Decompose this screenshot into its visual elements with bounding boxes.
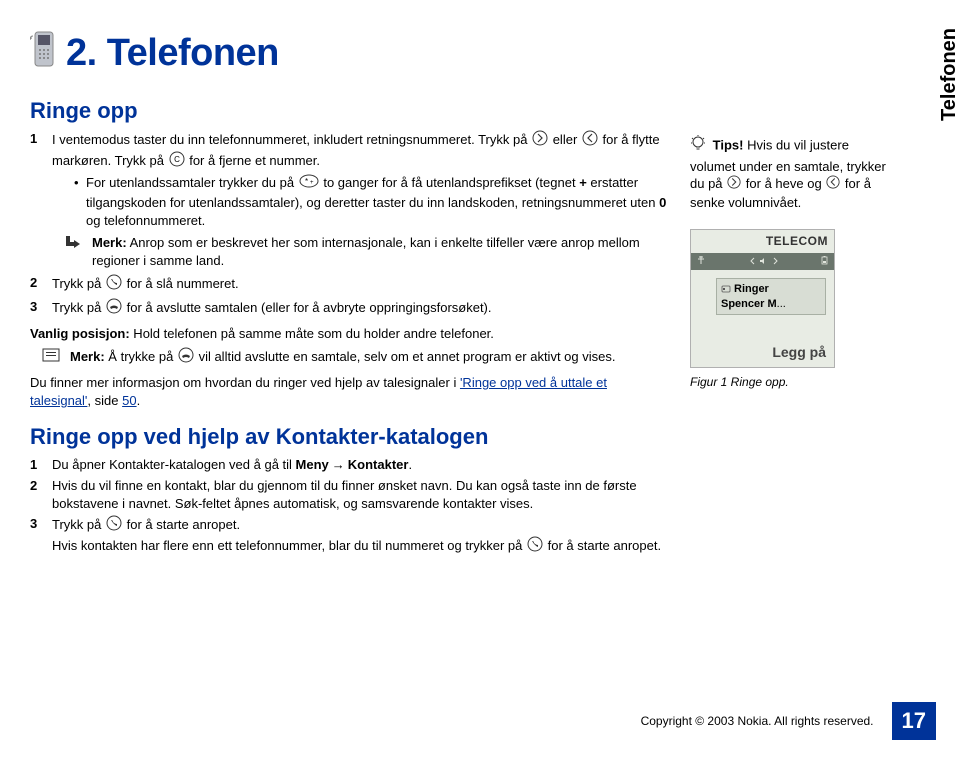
bullet-intl-f: og telefonnummeret. <box>86 213 205 228</box>
more-info-c: . <box>137 393 141 408</box>
main-column: 2. Telefonen Ringe opp I ventemodus tast… <box>30 30 670 559</box>
more-info-a: Du finner mer informasjon om hvordan du … <box>30 375 460 390</box>
step-2-a: Trykk på <box>52 276 105 291</box>
tips-b: for å heve og <box>746 176 826 191</box>
arrow-sep: → <box>332 457 345 472</box>
note-merk-2: Merk: Å trykke på vil alltid avslutte en… <box>30 347 670 368</box>
merk1-label: Merk: <box>92 235 127 250</box>
phone-softkeys: Legg på <box>691 340 834 367</box>
side-column: Tips! Hvis du vil justere volumet under … <box>690 30 890 390</box>
nav-mini-right-icon <box>771 257 779 265</box>
bullet-intl-a: For utenlandssamtaler trykker du på <box>86 175 298 190</box>
contact-card: Ringer Spencer M... <box>716 278 826 316</box>
step-3: Trykk på for å avslutte samtalen (eller … <box>30 298 670 319</box>
vanlig-label: Vanlig posisjon: <box>30 326 130 341</box>
k-step-3-a: Trykk på <box>52 517 105 532</box>
note-arrow-icon <box>64 234 84 255</box>
menu-kontakter: Kontakter <box>348 457 409 472</box>
end-key-icon <box>106 298 122 319</box>
call-key-icon <box>106 274 122 295</box>
side-section-label: Telefonen <box>938 28 960 121</box>
link-page-50[interactable]: 50 <box>122 393 136 408</box>
nav-right-icon <box>532 130 548 151</box>
nav-left-icon <box>582 130 598 151</box>
merk2-a: Å trykke på <box>105 349 177 364</box>
note-box-icon <box>42 347 62 368</box>
merk2-label: Merk: <box>70 349 105 364</box>
svg-text:C: C <box>174 155 180 164</box>
contact-label: Ringer <box>734 282 769 297</box>
page-title-text: 2. Telefonen <box>66 32 279 74</box>
call-key-icon <box>527 536 543 557</box>
lightbulb-icon <box>690 135 706 158</box>
phone-operator: TELECOM <box>766 233 828 249</box>
contact-ellipsis: ... <box>777 298 786 310</box>
copyright-text: Copyright © 2003 Nokia. All rights reser… <box>641 714 874 728</box>
k-step-1-b: . <box>408 457 412 472</box>
svg-text:*: * <box>305 177 308 186</box>
heading-kontakter: Ringe opp ved hjelp av Kontakter-katalog… <box>30 424 670 450</box>
bullet-intl-zero: 0 <box>659 195 666 210</box>
step-3-a: Trykk på <box>52 300 105 315</box>
phone-mid: Ringer Spencer M... <box>691 270 834 340</box>
k-step-3-c: Hvis kontakten har flere enn ett telefon… <box>52 538 526 553</box>
card-icon <box>721 284 731 294</box>
heading-ringe-opp: Ringe opp <box>30 98 670 124</box>
ringe-opp-body: I ventemodus taster du inn telefonnummer… <box>30 130 670 410</box>
battery-icon <box>821 255 829 268</box>
merk1-text: Anrop som er beskrevet her som internasj… <box>92 235 640 268</box>
more-info: Du finner mer informasjon om hvordan du … <box>30 374 670 410</box>
softkey-right: Legg på <box>772 344 826 360</box>
tips-label: Tips! <box>713 138 744 153</box>
bullet-intl: For utenlandssamtaler trykker du på *+ t… <box>74 174 670 230</box>
merk2-b: vil alltid avslutte en samtale, selv om … <box>199 349 616 364</box>
bullet-intl-plus: + <box>579 175 587 190</box>
end-key-icon <box>178 347 194 368</box>
k-step-3: Trykk på for å starte anropet. Hvis kont… <box>30 515 670 557</box>
bullet-intl-b: to ganger for å få utenlandsprefikset (t… <box>323 175 579 190</box>
step-2: Trykk på for å slå nummeret. <box>30 274 670 295</box>
star-key-icon: *+ <box>299 174 319 193</box>
vanlig-text: Hold telefonen på samme måte som du hold… <box>130 326 494 341</box>
phone-screen-figure: TELECOM Ringer Spencer M... <box>690 229 835 367</box>
phone-statusbar <box>691 253 834 270</box>
step-1-text-d: for å fjerne et nummer. <box>189 153 320 168</box>
step-3-b: for å avslutte samtalen (eller for å avb… <box>127 300 492 315</box>
page-title: 2. Telefonen <box>30 30 670 80</box>
contact-name: Spencer M <box>721 298 777 310</box>
step-2-b: for å slå nummeret. <box>127 276 239 291</box>
tips-block: Tips! Hvis du vil justere volumet under … <box>690 135 890 211</box>
k-step-1-a: Du åpner Kontakter-katalogen ved å gå ti… <box>52 457 296 472</box>
nav-right-icon <box>727 175 741 194</box>
note-merk-1: Merk: Anrop som er beskrevet her som int… <box>52 234 670 270</box>
speaker-icon <box>759 257 769 265</box>
phone-device-icon <box>30 30 60 80</box>
vanlig-posisjon: Vanlig posisjon: Hold telefonen på samme… <box>30 325 670 343</box>
step-1-text-a: I ventemodus taster du inn telefonnummer… <box>52 132 531 147</box>
signal-icon <box>696 255 706 268</box>
svg-text:+: + <box>310 180 314 186</box>
page-number: 17 <box>892 702 936 740</box>
page-footer: Copyright © 2003 Nokia. All rights reser… <box>0 702 960 740</box>
k-step-3-d: for å starte anropet. <box>548 538 661 553</box>
figure-caption: Figur 1 Ringe opp. <box>690 374 890 390</box>
phone-topbar: TELECOM <box>691 230 834 252</box>
k-step-3-b: for å starte anropet. <box>127 517 240 532</box>
clear-key-icon: C <box>169 151 185 172</box>
k-step-1: Du åpner Kontakter-katalogen ved å gå ti… <box>30 456 670 474</box>
step-1-text-b: eller <box>553 132 581 147</box>
nav-left-icon <box>826 175 840 194</box>
call-key-icon <box>106 515 122 536</box>
kontakter-body: Du åpner Kontakter-katalogen ved å gå ti… <box>30 456 670 557</box>
nav-mini-left-icon <box>749 257 757 265</box>
step-1: I ventemodus taster du inn telefonnummer… <box>30 130 670 270</box>
more-info-b: , side <box>87 393 122 408</box>
menu-meny: Meny <box>296 457 329 472</box>
k-step-2: Hvis du vil finne en kontakt, blar du gj… <box>30 477 670 513</box>
